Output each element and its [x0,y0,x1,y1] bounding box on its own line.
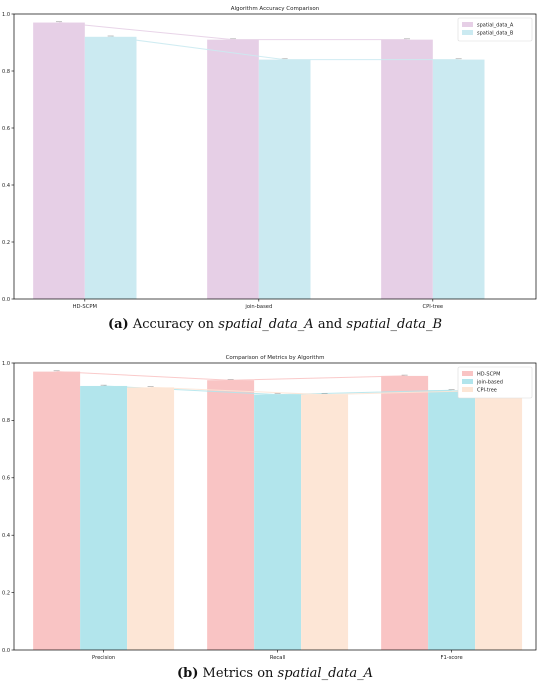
chart-title: Algorithm Accuracy Comparison [231,6,320,12]
x-tick-label: join-based [244,304,272,310]
caption-b-pre: Metrics on [202,666,274,681]
y-tick-label: 0.6 [2,476,10,482]
legend-swatch-spatial_data_B [462,30,473,35]
metrics-chart: Comparison of Metrics by Algorithm 0.0 0.2… [2,355,537,661]
legend-label: spatial_data_B [477,31,514,37]
legend-label: spatial_data_A [477,23,514,29]
y-tick-label: 0.4 [2,183,10,189]
y-tick-label: 1.0 [2,12,10,18]
chart-title: Comparison of Metrics by Algorithm [226,355,325,361]
bar-CPI-tree-Recall [301,394,349,650]
figure-panel-b: Comparison of Metrics by Algorithm 0.0 0.2… [0,345,550,690]
bar-spatial_data_B-join-based [258,59,311,299]
caption-a: (a) Accuracy on spatial_data_A and spati… [0,317,550,332]
x-tick-label: Precision [92,655,115,661]
y-tick-label: 0.8 [2,418,10,424]
caption-b-tag: (b) [176,666,199,681]
bar-spatial_data_A-HD-SCPM [33,22,85,300]
plot-frame [13,362,537,651]
caption-a-mid: and [317,317,343,332]
y-tick-label: 0.2 [2,590,10,596]
accuracy-chart: Algorithm Accuracy Comparison 0.0 0.2 0.4 0.… [2,6,537,310]
legend-label: join-based [476,380,503,386]
trend-line-spatial_data_B [110,36,459,61]
bar-join-based-Precision [80,385,128,650]
bar-HD-SCPM-Precision [33,371,81,650]
x-tick-label: HD-SCPM [73,304,97,310]
y-tick-label: 1.0 [2,361,10,367]
x-tick-label: Recall [270,655,285,661]
y-tick-label: 0.6 [2,126,10,132]
legend-box [457,366,533,399]
legend-swatch-join-based [462,379,473,384]
y-tick-label: 0.4 [2,533,10,539]
legend-swatch-HD-SCPM [462,371,473,376]
legend-swatch-CPI-tree [462,387,473,392]
caption-a-dataset-b: spatial_data_B [346,317,443,332]
trend-line-CPI-tree [150,386,499,396]
legend-box [457,17,533,42]
bar-join-based-Recall [254,394,302,650]
bar-spatial_data_B-CPI-tree [432,59,485,299]
legend: spatial_data_A spatial_data_B [457,17,533,42]
bar-CPI-tree-F1-score [475,390,523,650]
x-tick-label: F1-score [441,655,463,661]
plot-frame [13,13,537,300]
bar-spatial_data_A-join-based [207,39,259,300]
bar-spatial_data_B-HD-SCPM [84,36,137,300]
caption-a-tag: (a) [107,317,129,332]
bar-spatial_data_A-CPI-tree [381,39,433,300]
bar-join-based-F1-score [428,390,476,650]
bar-HD-SCPM-Recall [207,380,255,650]
figure-panel-a: Algorithm Accuracy Comparison 0.0 0.2 0.4 0.… [0,6,550,332]
caption-a-pre: Accuracy on [132,317,215,332]
y-tick-label: 0.0 [2,648,10,654]
legend-label: HD-SCPM [477,372,500,378]
y-tick-label: 0.0 [2,297,10,303]
legend-label: CPI-tree [477,388,497,394]
bar-CPI-tree-Precision [127,387,175,650]
y-tick-label: 0.8 [2,69,10,75]
caption-b-dataset: spatial_data_A [277,666,374,681]
x-tick-label: CPI-tree [423,304,444,310]
bar-HD-SCPM-F1-score [381,375,429,650]
caption-a-dataset-a: spatial_data_A [218,317,314,332]
legend: HD-SCPM join-based CPI-tree [457,366,533,399]
legend-swatch-spatial_data_A [462,22,473,27]
trend-line-HD-SCPM [56,371,405,381]
caption-b: (b) Metrics on spatial_data_A [0,666,550,681]
y-tick-label: 0.2 [2,240,10,246]
trend-line-spatial_data_A [58,22,407,41]
